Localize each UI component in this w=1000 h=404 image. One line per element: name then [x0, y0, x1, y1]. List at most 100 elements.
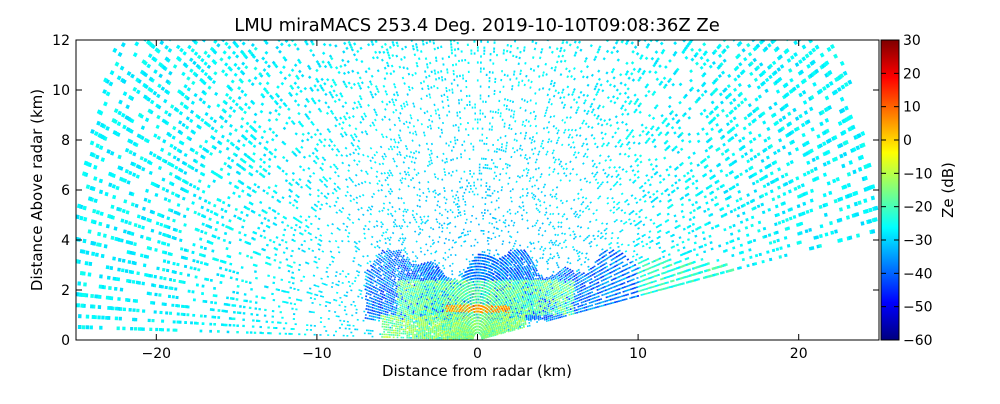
radar-gate	[554, 300, 556, 302]
radar-gate	[829, 221, 833, 225]
radar-gate	[695, 179, 698, 182]
radar-gate	[508, 241, 510, 243]
radar-gate	[763, 139, 767, 143]
radar-gate	[860, 221, 864, 225]
radar-gate	[512, 147, 514, 149]
radar-gate	[603, 282, 605, 284]
radar-gate	[673, 41, 677, 45]
radar-gate	[582, 196, 585, 199]
radar-gate	[681, 139, 684, 142]
radar-gate	[553, 168, 555, 171]
radar-gate	[582, 298, 584, 300]
radar-gate	[779, 118, 783, 122]
radar-gate	[583, 301, 585, 303]
radar-gate	[706, 58, 710, 62]
radar-gate	[619, 73, 622, 76]
radar-gate	[553, 161, 555, 164]
radar-gate	[806, 161, 810, 165]
radar-gate	[536, 321, 538, 323]
radar-gate	[637, 170, 640, 173]
radar-gate	[606, 223, 609, 225]
radar-gate	[871, 229, 875, 234]
radar-gate	[588, 296, 590, 298]
radar-gate	[614, 145, 617, 148]
radar-gate	[545, 280, 547, 282]
radar-gate	[705, 132, 709, 136]
radar-gate	[521, 149, 523, 151]
radar-gate	[659, 200, 662, 203]
radar-gate	[579, 290, 581, 292]
radar-gate	[550, 83, 553, 86]
radar-gate	[578, 255, 580, 257]
radar-gate	[833, 54, 838, 59]
radar-gate	[561, 286, 563, 288]
radar-gate	[544, 290, 546, 292]
radar-gate	[569, 303, 571, 305]
radar-gate	[549, 253, 551, 255]
radar-gate	[548, 277, 550, 279]
radar-gate	[530, 99, 532, 102]
radar-gate	[727, 74, 731, 78]
radar-gate	[748, 248, 751, 251]
radar-gate	[556, 296, 558, 298]
radar-gate	[747, 84, 751, 88]
radar-gate	[700, 271, 703, 274]
radar-gate	[738, 139, 742, 143]
radar-gate	[546, 106, 548, 109]
radar-gate	[526, 212, 528, 214]
radar-gate	[621, 193, 624, 196]
radar-gate	[601, 248, 603, 250]
radar-gate	[582, 75, 585, 78]
radar-gate	[511, 88, 513, 90]
radar-gate	[623, 222, 626, 224]
radar-gate	[590, 268, 592, 270]
radar-gate	[606, 181, 609, 184]
radar-gate	[517, 84, 519, 86]
radar-gate	[545, 112, 547, 115]
radar-gate	[617, 280, 619, 282]
radar-gate	[562, 88, 565, 91]
radar-gate	[648, 70, 652, 74]
radar-gate	[619, 92, 622, 95]
radar-gate	[558, 137, 560, 140]
radar-gate	[539, 315, 541, 317]
radar-gate	[496, 200, 498, 202]
radar-gate	[604, 237, 607, 239]
radar-gate	[595, 293, 597, 295]
radar-gate	[593, 238, 596, 240]
radar-gate	[601, 137, 604, 140]
radar-gate	[696, 89, 700, 93]
radar-gate	[582, 162, 585, 165]
radar-gate	[561, 232, 563, 234]
radar-gate	[531, 192, 533, 194]
radar-gate	[554, 290, 556, 292]
radar-gate	[614, 289, 616, 291]
radar-gate	[540, 145, 542, 148]
radar-gate	[594, 286, 596, 288]
radar-gate	[574, 129, 577, 132]
radar-gate	[572, 91, 575, 94]
radar-gate	[602, 283, 604, 285]
radar-gate	[614, 277, 616, 279]
radar-gate	[574, 151, 577, 154]
radar-gate	[569, 275, 571, 277]
radar-gate	[542, 280, 544, 282]
radar-gate	[753, 155, 757, 159]
radar-gate	[580, 308, 582, 310]
radar-gate	[534, 48, 536, 51]
radar-gate	[554, 297, 556, 299]
radar-gate	[734, 133, 738, 137]
radar-gate	[524, 84, 526, 87]
radar-gate	[743, 126, 747, 130]
radar-gate	[592, 298, 594, 300]
radar-gate	[612, 298, 614, 300]
radar-gate	[570, 271, 572, 273]
radar-gate	[683, 246, 686, 249]
radar-gate	[585, 238, 587, 240]
radar-gate	[711, 227, 714, 230]
radar-gate	[612, 211, 615, 213]
radar-gate	[752, 137, 756, 141]
radar-gate	[563, 301, 565, 303]
radar-gate	[561, 277, 563, 279]
radar-gate	[718, 54, 722, 58]
